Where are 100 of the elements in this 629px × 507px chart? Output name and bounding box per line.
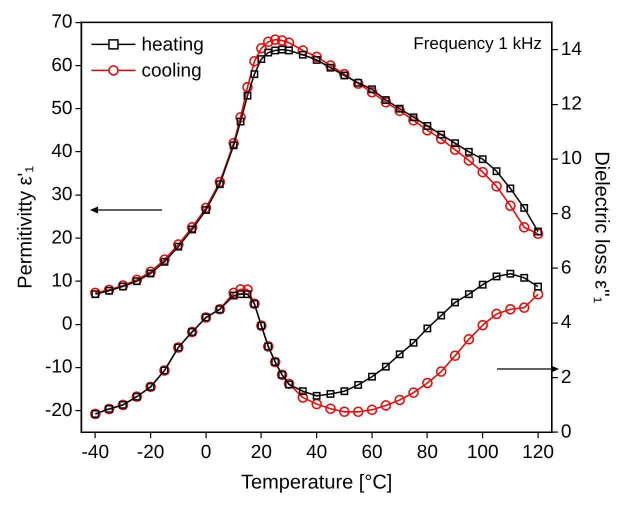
- point: [464, 334, 474, 345]
- point: [242, 82, 253, 92]
- point: [394, 394, 405, 406]
- x-tick-label: 0: [200, 442, 212, 463]
- point: [311, 52, 322, 62]
- point: [464, 148, 473, 156]
- point: [423, 324, 432, 332]
- point: [520, 274, 528, 282]
- point: [450, 144, 460, 155]
- point: [368, 85, 376, 94]
- y2-tick-label: 0: [560, 421, 572, 442]
- point: [410, 338, 418, 347]
- point: [382, 96, 390, 104]
- point: [228, 288, 239, 298]
- y-tick-label: 0: [62, 314, 72, 335]
- point: [244, 290, 252, 298]
- point: [298, 387, 307, 396]
- point: [298, 45, 308, 56]
- point: [422, 124, 433, 136]
- point: [450, 350, 460, 361]
- point: [216, 180, 224, 188]
- point: [505, 200, 516, 211]
- point: [366, 404, 378, 416]
- point: [340, 72, 348, 80]
- point: [132, 277, 141, 286]
- y2-tick-label: 14: [560, 38, 582, 60]
- point: [410, 113, 418, 122]
- y-tick-label: -20: [44, 400, 72, 421]
- point: [236, 118, 244, 126]
- point: [437, 130, 446, 138]
- y-tick-label: 60: [51, 54, 72, 76]
- point: [436, 134, 446, 144]
- point: [354, 381, 362, 389]
- point: [311, 398, 322, 410]
- point: [492, 167, 500, 176]
- point: [477, 166, 488, 178]
- x-tick-label: 120: [522, 442, 554, 463]
- point: [394, 106, 405, 116]
- point: [520, 204, 528, 212]
- point: [326, 390, 334, 398]
- point: [380, 96, 392, 108]
- point: [408, 387, 419, 398]
- point: [423, 122, 432, 130]
- point: [173, 239, 184, 250]
- point: [146, 270, 155, 278]
- point: [368, 372, 376, 381]
- point: [491, 181, 502, 192]
- x-tick-label: -40: [82, 442, 110, 463]
- y2-tick-label: 6: [560, 258, 572, 279]
- y2-tick-label: 8: [560, 202, 572, 224]
- point: [326, 64, 334, 72]
- y-axis-title: Permitivitty ε'₁: [14, 166, 37, 289]
- y2-axis-title: Dielectric loss ε''₁: [590, 151, 612, 304]
- point: [145, 266, 156, 277]
- point: [230, 141, 238, 150]
- point: [396, 104, 404, 113]
- point: [505, 304, 516, 315]
- y-tick-label: 20: [51, 227, 72, 248]
- point: [271, 46, 280, 54]
- point: [264, 48, 272, 57]
- point: [256, 43, 267, 54]
- x-tick-label: 20: [250, 442, 272, 463]
- point: [284, 37, 294, 48]
- point: [325, 60, 336, 71]
- point: [339, 68, 350, 80]
- point: [242, 284, 253, 295]
- point: [477, 320, 488, 330]
- x-tick-label: 80: [416, 442, 438, 463]
- y2-tick-label: 12: [560, 94, 582, 115]
- y-tick-label: 50: [51, 98, 72, 119]
- legend-label: heating: [141, 34, 204, 56]
- point: [90, 288, 101, 298]
- point: [278, 46, 286, 54]
- point: [228, 138, 239, 148]
- point: [478, 280, 487, 289]
- x-axis-title: Temperature [°C]: [240, 472, 392, 494]
- y2-tick-label: 4: [560, 312, 572, 334]
- x-tick-label: -20: [136, 442, 164, 463]
- point: [276, 35, 288, 46]
- point: [312, 56, 321, 64]
- point: [518, 302, 530, 313]
- point: [285, 46, 293, 54]
- y-tick-label: 40: [51, 141, 72, 162]
- point: [382, 362, 390, 371]
- point: [534, 282, 542, 291]
- point: [478, 155, 487, 164]
- point: [437, 312, 446, 320]
- point: [325, 403, 336, 414]
- point: [396, 350, 404, 358]
- point: [464, 290, 473, 298]
- point: [492, 272, 500, 280]
- point: [244, 92, 252, 100]
- point: [132, 274, 142, 286]
- point: [214, 176, 226, 188]
- point: [506, 184, 514, 192]
- x-tick-label: 60: [361, 442, 383, 463]
- point: [491, 308, 502, 320]
- point: [159, 254, 170, 265]
- y2-tick-label: 10: [560, 148, 582, 170]
- x-tick-label: 100: [466, 442, 499, 463]
